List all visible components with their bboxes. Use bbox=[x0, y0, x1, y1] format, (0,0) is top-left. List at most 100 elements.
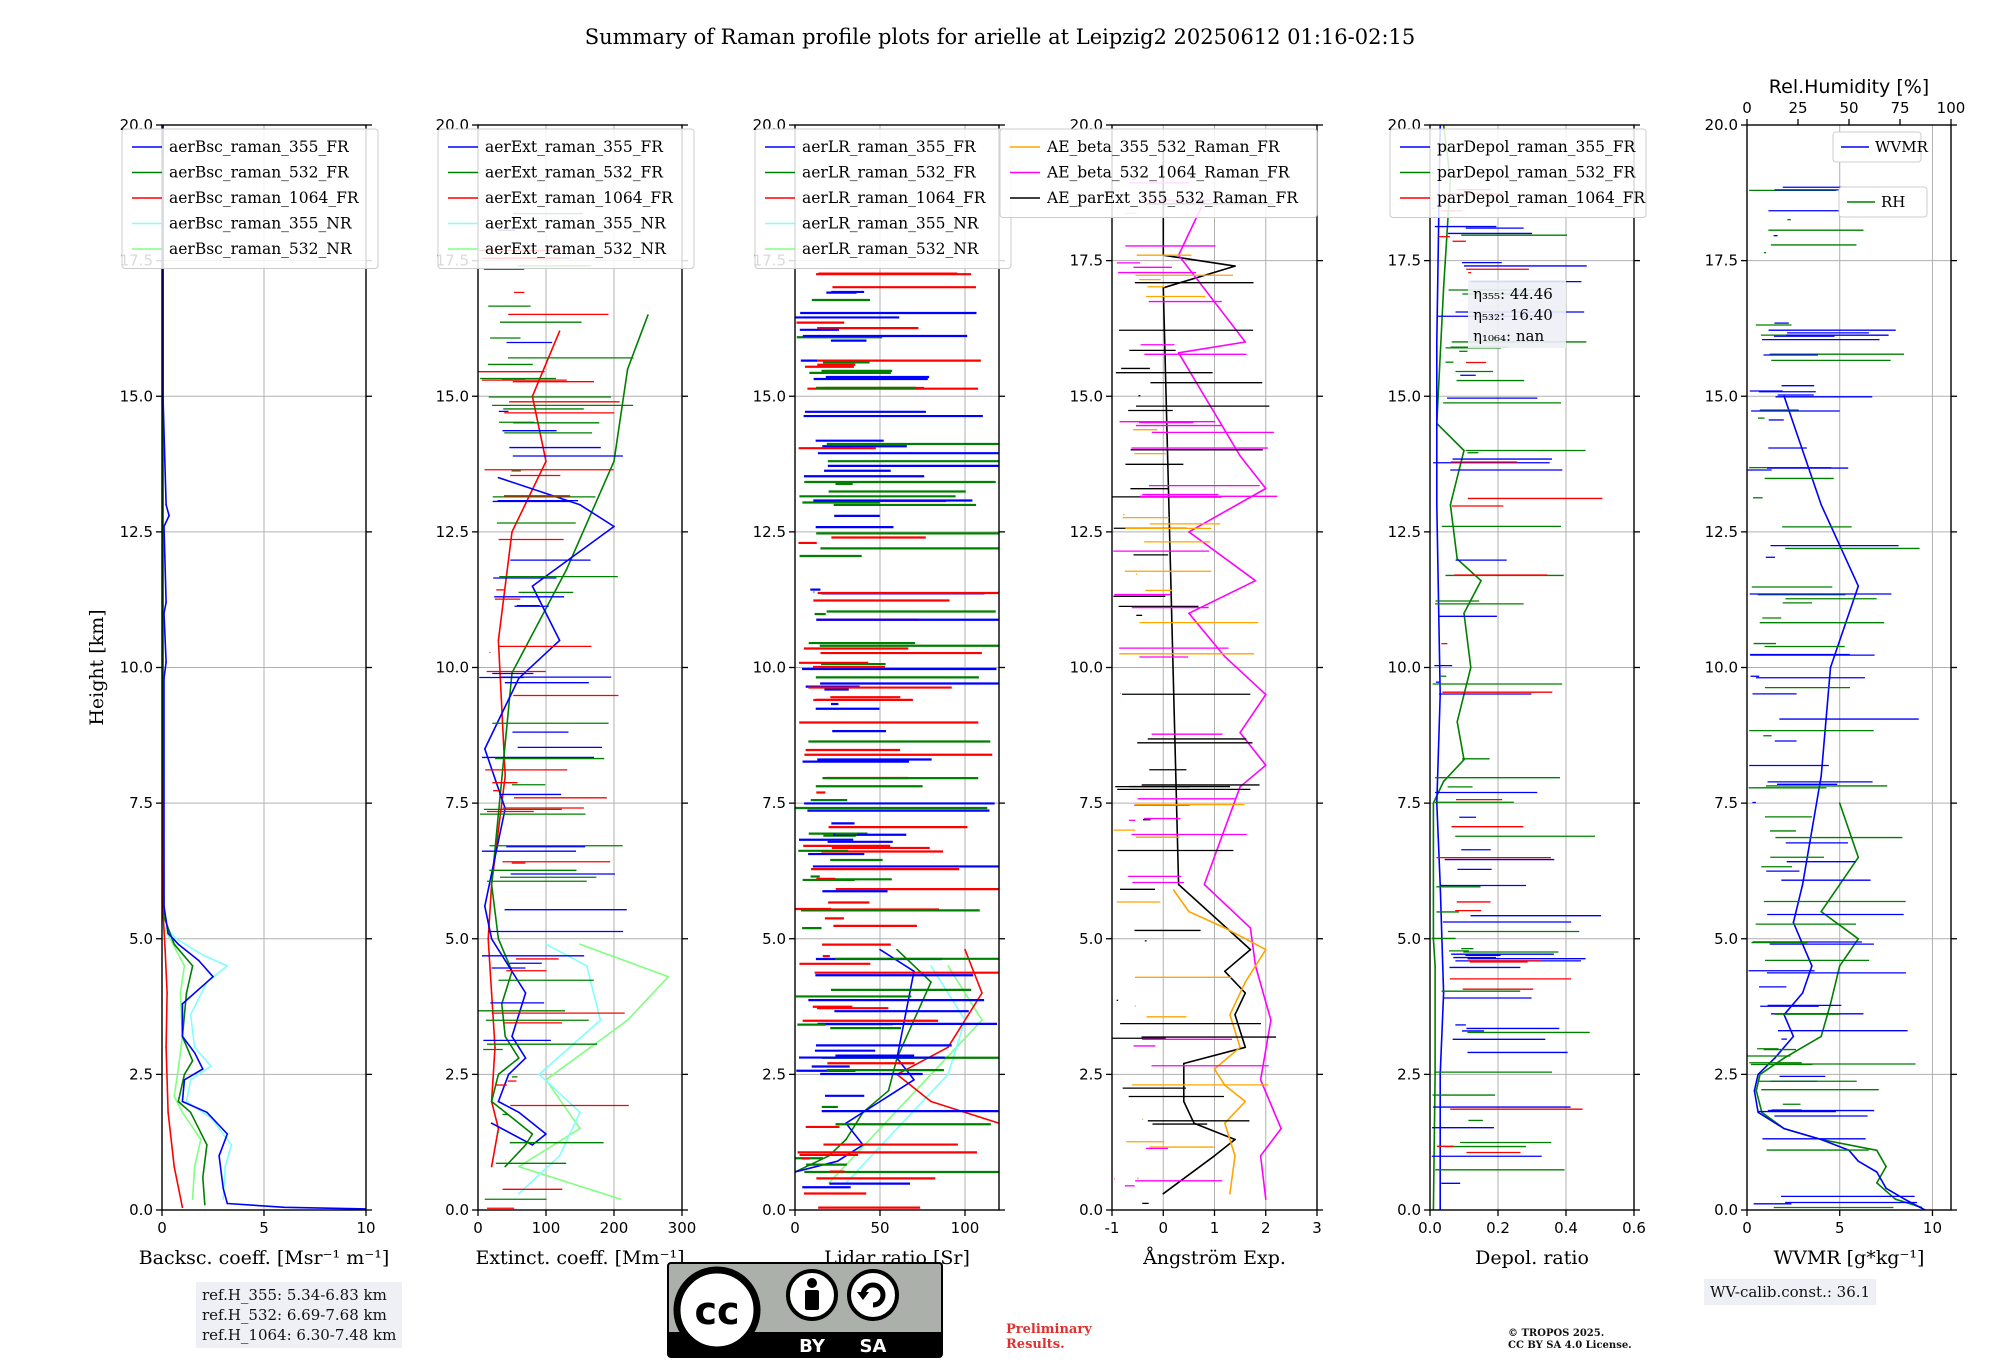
y-tick-label: 12.5 bbox=[436, 523, 469, 541]
y-tick-label: 0.0 bbox=[1397, 1201, 1421, 1219]
data-point bbox=[667, 975, 670, 978]
preliminary-line-1: Preliminary bbox=[1006, 1322, 1092, 1337]
data-point bbox=[504, 1111, 507, 1114]
data-point bbox=[524, 1144, 527, 1146]
data-point bbox=[1264, 948, 1267, 951]
legend-box bbox=[1389, 128, 1647, 218]
data-point bbox=[504, 775, 507, 777]
data-point bbox=[177, 1068, 180, 1070]
data-point bbox=[518, 1111, 520, 1114]
data-point bbox=[1280, 1127, 1282, 1130]
data-point bbox=[181, 1100, 184, 1103]
ref-height-355: ref.H_355: 5.34-6.83 km bbox=[202, 1286, 387, 1304]
data-point bbox=[206, 1144, 208, 1146]
data-point bbox=[167, 1111, 169, 1114]
data-point bbox=[947, 1046, 949, 1049]
data-point bbox=[1182, 1062, 1185, 1065]
top-x-tick-label: 100 bbox=[1937, 99, 1966, 117]
top-axis-label: Rel.Humidity [%] bbox=[1769, 76, 1929, 98]
x-tick-label: 0 bbox=[1742, 1219, 1752, 1237]
data-point bbox=[1876, 1149, 1878, 1152]
x-tick-label: 0 bbox=[1158, 1219, 1168, 1237]
legend-label: aerExt_raman_532_NR bbox=[485, 240, 667, 258]
data-point bbox=[199, 1138, 202, 1141]
data-point bbox=[647, 314, 649, 316]
wv-calibration-box: WV-calib.const.: 36.1 bbox=[1704, 1279, 1877, 1305]
x-tick-label: 50 bbox=[870, 1219, 889, 1237]
data-point bbox=[1449, 503, 1452, 506]
data-point bbox=[497, 476, 500, 479]
data-point bbox=[173, 943, 176, 945]
data-point bbox=[626, 368, 629, 370]
cc-by-label: BY bbox=[799, 1336, 826, 1357]
top-x-tick-label: 75 bbox=[1890, 99, 1909, 117]
reference-height-box: ref.H_355: 5.34-6.83 km ref.H_532: 6.69-… bbox=[196, 1282, 403, 1348]
data-point bbox=[193, 1046, 196, 1049]
data-point bbox=[1811, 829, 1813, 832]
data-point bbox=[163, 905, 165, 907]
data-point bbox=[169, 937, 171, 940]
y-tick-label: 12.5 bbox=[753, 523, 786, 541]
legend-label: parDepol_raman_355_FR bbox=[1437, 138, 1637, 156]
series-line bbox=[490, 314, 649, 1168]
depol-annotation-line: η₁₀₆₄: nan bbox=[1473, 327, 1544, 345]
data-point bbox=[1470, 666, 1472, 669]
legend-box bbox=[999, 128, 1318, 218]
data-point bbox=[165, 503, 167, 506]
data-point bbox=[579, 503, 581, 506]
data-point bbox=[1249, 927, 1252, 929]
y-tick-label: 15.0 bbox=[436, 387, 469, 405]
data-point bbox=[494, 1046, 496, 1049]
data-point bbox=[565, 569, 568, 571]
data-point bbox=[1264, 1198, 1267, 1200]
data-point bbox=[1436, 341, 1438, 343]
data-point bbox=[1456, 720, 1458, 723]
depol-annotation-box bbox=[1468, 280, 1566, 348]
data-point bbox=[1876, 1171, 1878, 1173]
data-point bbox=[1463, 449, 1465, 452]
legend-label: aerBsc_raman_532_NR bbox=[169, 240, 353, 258]
data-point bbox=[1801, 992, 1804, 994]
data-point bbox=[1264, 487, 1267, 490]
y-tick-label: 7.5 bbox=[1397, 794, 1421, 812]
data-point bbox=[1162, 1192, 1165, 1195]
y-tick-label: 2.5 bbox=[1714, 1065, 1738, 1083]
data-point bbox=[1244, 341, 1247, 343]
series-line bbox=[163, 927, 202, 1200]
data-point bbox=[579, 1127, 581, 1130]
data-point bbox=[1753, 1089, 1756, 1092]
data-point bbox=[163, 677, 165, 680]
data-point bbox=[511, 1035, 513, 1038]
y-tick-label: 15.0 bbox=[753, 387, 786, 405]
y-tick-label: 5.0 bbox=[1397, 930, 1421, 948]
data-point bbox=[579, 1111, 581, 1114]
legend-label: aerBsc_raman_532_FR bbox=[169, 164, 350, 182]
preliminary-line-2: Results. bbox=[1006, 1337, 1065, 1352]
x-tick-label: 0 bbox=[790, 1219, 800, 1237]
data-point bbox=[613, 460, 615, 463]
y-tick-label: 10.0 bbox=[1705, 659, 1738, 677]
data-point bbox=[1894, 1198, 1897, 1200]
x-tick-label: 0.0 bbox=[1418, 1219, 1442, 1237]
y-tick-label: 17.5 bbox=[1388, 252, 1421, 270]
data-point bbox=[613, 525, 615, 528]
data-point bbox=[1456, 476, 1458, 479]
y-tick-label: 0.0 bbox=[762, 1201, 786, 1219]
data-point bbox=[1811, 965, 1813, 967]
data-point bbox=[191, 965, 194, 967]
cc-logo-icon bbox=[673, 1266, 761, 1354]
data-point bbox=[545, 943, 547, 945]
y-tick-label: 2.5 bbox=[129, 1065, 153, 1083]
legend-box bbox=[1832, 131, 1922, 163]
data-point bbox=[181, 1035, 184, 1038]
data-point bbox=[202, 1176, 204, 1179]
data-point bbox=[930, 1100, 932, 1103]
y-tick-label: 10.0 bbox=[120, 659, 153, 677]
data-point bbox=[531, 1133, 534, 1135]
data-point bbox=[1829, 1003, 1832, 1005]
data-point bbox=[1820, 775, 1822, 777]
data-point bbox=[183, 1073, 186, 1076]
data-point bbox=[1213, 1068, 1216, 1070]
y-tick-label: 5.0 bbox=[1079, 930, 1103, 948]
data-point bbox=[1182, 1100, 1185, 1103]
